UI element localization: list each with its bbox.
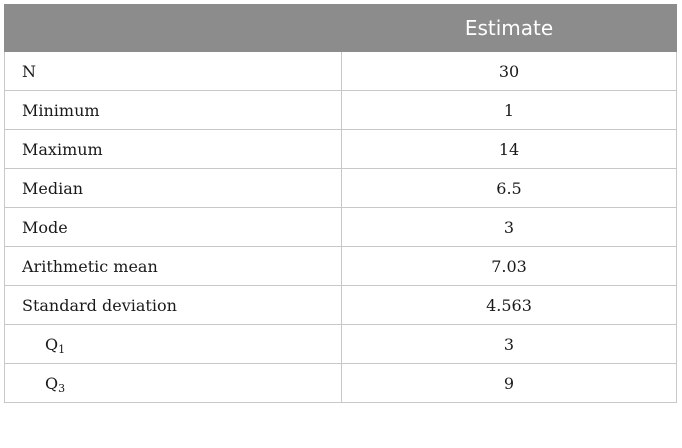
row-label: Arithmetic mean bbox=[4, 246, 342, 286]
statistics-table: Estimate N 30 Minimum 1 Maximum 14 Media… bbox=[4, 4, 677, 403]
row-value: 4.563 bbox=[341, 285, 677, 325]
quartile-subscript: 1 bbox=[58, 342, 66, 356]
table-row: Q3 9 bbox=[4, 363, 677, 403]
row-value: 9 bbox=[341, 363, 677, 403]
table-row: Standard deviation 4.563 bbox=[4, 285, 677, 325]
row-label-q1: Q1 bbox=[4, 324, 342, 364]
header-blank-cell bbox=[4, 4, 342, 52]
table-row: N 30 bbox=[4, 51, 677, 91]
row-value: 7.03 bbox=[341, 246, 677, 286]
table-row: Maximum 14 bbox=[4, 129, 677, 169]
row-label: N bbox=[4, 51, 342, 91]
row-value: 3 bbox=[341, 324, 677, 364]
table-header-row: Estimate bbox=[4, 4, 677, 52]
row-label-q3: Q3 bbox=[4, 363, 342, 403]
table-row: Median 6.5 bbox=[4, 168, 677, 208]
row-value: 14 bbox=[341, 129, 677, 169]
row-value: 3 bbox=[341, 207, 677, 247]
table-row: Q1 3 bbox=[4, 324, 677, 364]
row-value: 6.5 bbox=[341, 168, 677, 208]
quartile-letter: Q bbox=[45, 373, 59, 393]
table-row: Arithmetic mean 7.03 bbox=[4, 246, 677, 286]
header-estimate: Estimate bbox=[341, 4, 677, 52]
row-label: Median bbox=[4, 168, 342, 208]
row-value: 1 bbox=[341, 90, 677, 130]
row-label: Standard deviation bbox=[4, 285, 342, 325]
row-label: Maximum bbox=[4, 129, 342, 169]
quartile-subscript: 3 bbox=[58, 381, 66, 395]
row-label: Mode bbox=[4, 207, 342, 247]
table-row: Minimum 1 bbox=[4, 90, 677, 130]
table-row: Mode 3 bbox=[4, 207, 677, 247]
row-value: 30 bbox=[341, 51, 677, 91]
row-label: Minimum bbox=[4, 90, 342, 130]
quartile-letter: Q bbox=[45, 334, 59, 354]
